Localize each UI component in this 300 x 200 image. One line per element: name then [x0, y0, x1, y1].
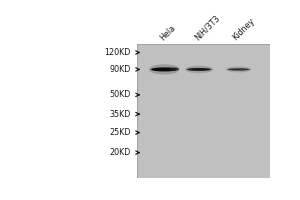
- Ellipse shape: [185, 66, 213, 73]
- Ellipse shape: [170, 67, 179, 71]
- Ellipse shape: [187, 68, 211, 71]
- Text: 20KD: 20KD: [109, 148, 130, 157]
- Ellipse shape: [151, 67, 178, 71]
- Ellipse shape: [228, 68, 250, 71]
- Text: Kidney: Kidney: [231, 17, 257, 42]
- Ellipse shape: [149, 64, 180, 75]
- Text: 25KD: 25KD: [109, 128, 130, 137]
- Text: 90KD: 90KD: [109, 65, 130, 74]
- Text: NIH/3T3: NIH/3T3: [193, 14, 221, 42]
- Ellipse shape: [226, 66, 251, 72]
- Text: 120KD: 120KD: [104, 48, 130, 57]
- Text: Hela: Hela: [158, 23, 177, 42]
- Bar: [137, 44, 270, 178]
- Text: 50KD: 50KD: [109, 90, 130, 99]
- Text: 35KD: 35KD: [109, 110, 130, 119]
